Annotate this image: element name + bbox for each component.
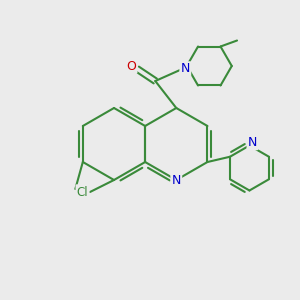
Text: Cl: Cl: [77, 185, 88, 199]
Text: N: N: [172, 173, 181, 187]
Text: O: O: [126, 59, 136, 73]
Text: N: N: [181, 62, 190, 76]
Text: N: N: [248, 136, 257, 149]
